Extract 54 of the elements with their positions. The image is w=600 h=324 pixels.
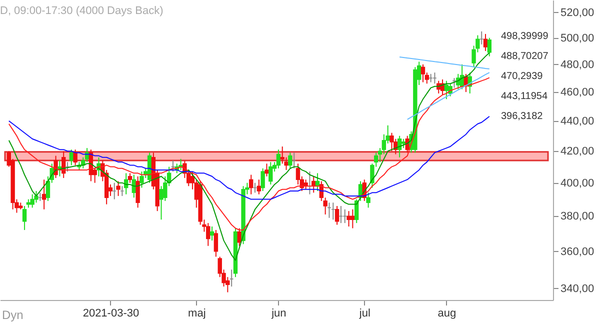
text: 443,11954 — [501, 91, 548, 102]
candlestick — [42, 179, 46, 210]
chart-title: D, 09:00-17:30 (4000 Days Back) — [0, 5, 164, 17]
candlestick — [136, 176, 140, 208]
candlestick — [401, 138, 406, 149]
candlestick — [276, 149, 281, 169]
candlestick — [390, 132, 394, 152]
y-tick-label: 380,00 — [560, 210, 594, 223]
y-tick-label: 520,00 — [560, 6, 594, 19]
x-tick-label: 2021-03-30 — [82, 308, 140, 320]
candlestick — [350, 208, 355, 229]
y-tick-label: 460,00 — [560, 86, 594, 99]
x-tick-label: jun — [270, 308, 286, 320]
text: 396,3182 — [501, 111, 544, 122]
text: 470,2939 — [501, 71, 544, 82]
candlestick — [420, 64, 426, 83]
candlestick — [30, 194, 34, 208]
candlestick — [140, 171, 144, 188]
y-tick-label: 440,00 — [560, 115, 594, 128]
text: Dyn — [2, 308, 24, 322]
candlestick — [483, 33, 488, 52]
candlestick — [264, 163, 269, 177]
y-tick-label: 400,00 — [560, 177, 594, 190]
line-series — [8, 116, 490, 200]
candlestick — [288, 152, 292, 169]
candlestick — [334, 205, 340, 226]
line-series — [399, 56, 490, 70]
candlestick — [34, 190, 38, 204]
text: 488,70207 — [501, 51, 549, 62]
candlestick — [260, 168, 265, 192]
candlestick — [444, 80, 449, 100]
y-tick-label: 340,00 — [560, 282, 594, 295]
text: 498,39999 — [501, 31, 549, 42]
candlestick — [128, 172, 132, 184]
x-tick-label: aug — [438, 308, 456, 320]
y-tick-label: 480,00 — [560, 58, 594, 71]
candlestick — [487, 37, 492, 57]
y-tick-label: 420,00 — [560, 146, 594, 158]
x-tick-label: jul — [358, 308, 370, 320]
x-tick-label: maj — [188, 308, 206, 320]
candlestick — [214, 229, 218, 258]
candlestick — [210, 226, 214, 242]
candlestick — [206, 222, 210, 246]
candlestick — [346, 210, 351, 228]
candlestick — [256, 179, 262, 195]
candlestick — [249, 174, 254, 195]
candlestick — [22, 205, 27, 230]
y-tick-label: 360,00 — [560, 246, 594, 258]
candlestick — [73, 149, 78, 166]
candlestick — [116, 180, 120, 196]
line-series — [406, 72, 490, 120]
y-tick-label: 500,00 — [560, 32, 594, 44]
candlestick — [366, 192, 370, 208]
candlestick — [268, 162, 273, 185]
